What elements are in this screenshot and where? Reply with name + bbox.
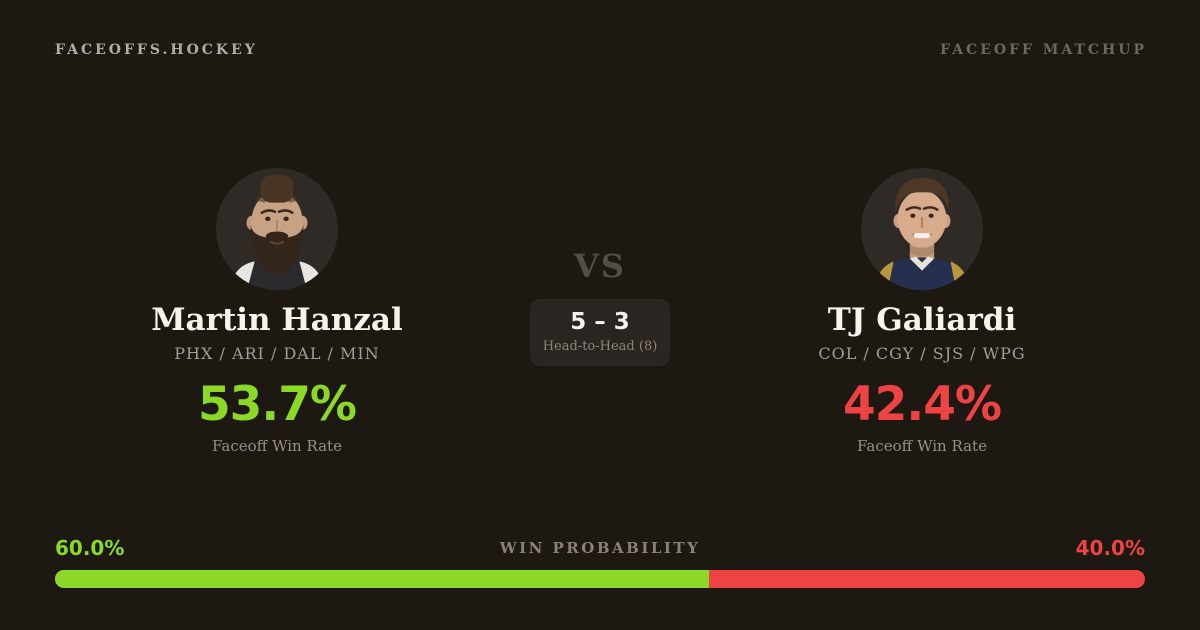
player-panel-right: TJ Galiardi COL / CGY / SJS / WPG 42.4% … xyxy=(712,168,1132,455)
player-teams-left: PHX / ARI / DAL / MIN xyxy=(174,344,380,363)
vs-label: VS xyxy=(574,247,626,285)
probability-bar xyxy=(55,570,1145,588)
versus-panel: VS 5 – 3 Head-to-Head (8) xyxy=(490,247,710,366)
win-rate-label-left: Faceoff Win Rate xyxy=(212,437,342,455)
win-rate-right: 42.4% xyxy=(842,377,1002,432)
head-to-head-label: Head-to-Head (8) xyxy=(542,339,658,354)
win-rate-left: 53.7% xyxy=(197,377,357,432)
head-to-head-box: 5 – 3 Head-to-Head (8) xyxy=(530,299,670,366)
matchup-type-label: FACEOFF MATCHUP xyxy=(940,42,1147,58)
player-teams-right: COL / CGY / SJS / WPG xyxy=(818,344,1026,363)
player-photo-right xyxy=(873,178,971,290)
probability-labels-row: 60.0% WIN PROBABILITY 40.0% xyxy=(55,536,1145,562)
head-to-head-score: 5 – 3 xyxy=(570,309,630,335)
player-name-right: TJ Galiardi xyxy=(827,302,1017,338)
player-panel-left: Martin Hanzal PHX / ARI / DAL / MIN 53.7… xyxy=(67,168,487,455)
probability-value-left: 60.0% xyxy=(55,536,125,560)
player-photo-left xyxy=(228,175,326,290)
probability-title: WIN PROBABILITY xyxy=(499,539,701,557)
player-name-left: Martin Hanzal xyxy=(151,302,403,338)
probability-value-right: 40.0% xyxy=(1075,536,1145,560)
win-rate-label-right: Faceoff Win Rate xyxy=(857,437,987,455)
probability-bar-fill xyxy=(55,570,709,588)
brand-logo-text: FACEOFFS.HOCKEY xyxy=(55,42,258,58)
player-avatar-right xyxy=(861,168,983,290)
player-avatar-left xyxy=(216,168,338,290)
